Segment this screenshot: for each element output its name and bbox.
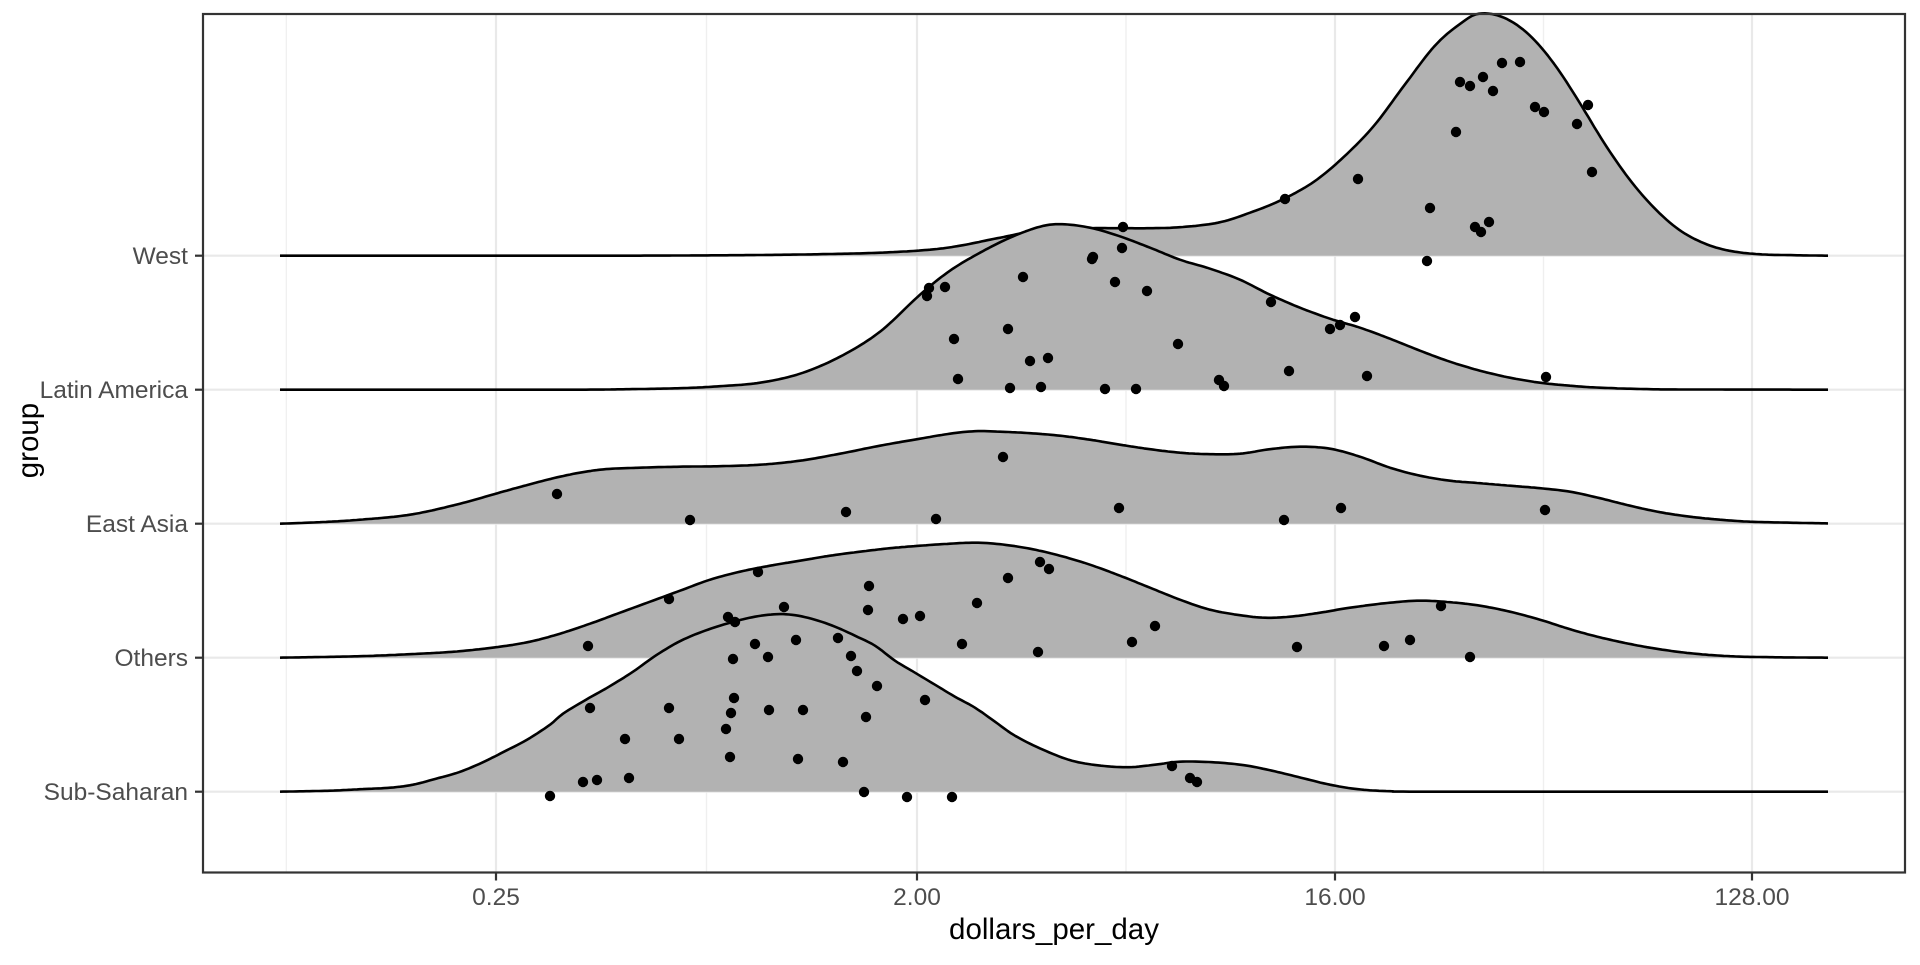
svg-text:West: West [133, 243, 189, 270]
svg-text:Sub-Saharan: Sub-Saharan [44, 779, 188, 806]
svg-text:0.25: 0.25 [472, 884, 520, 911]
svg-text:East Asia: East Asia [86, 511, 189, 538]
svg-text:group: group [12, 403, 45, 478]
svg-text:Latin America: Latin America [40, 377, 189, 404]
svg-text:dollars_per_day: dollars_per_day [949, 913, 1159, 946]
svg-text:16.00: 16.00 [1304, 884, 1365, 911]
svg-text:128.00: 128.00 [1715, 884, 1790, 911]
svg-text:2.00: 2.00 [893, 884, 941, 911]
svg-text:Others: Others [114, 645, 188, 672]
